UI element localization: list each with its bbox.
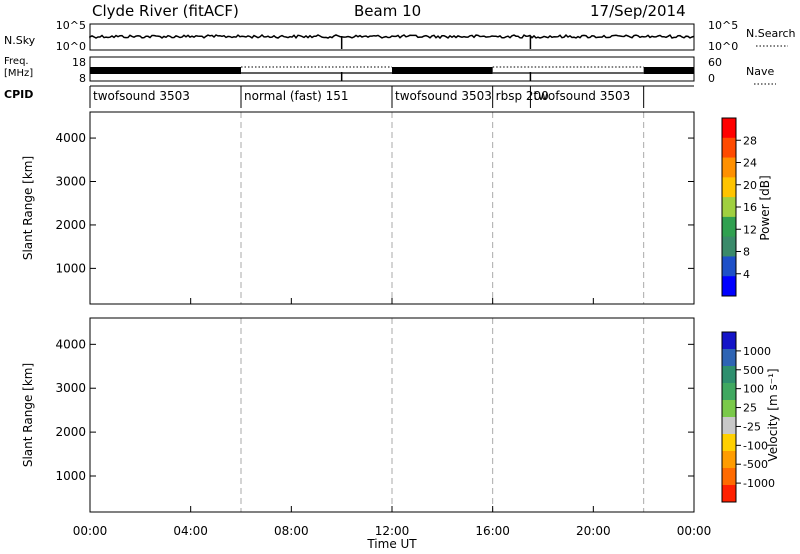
cpid-segment-label: twofsound 3503 xyxy=(533,89,630,103)
nsky-label: N.Sky xyxy=(4,34,36,47)
nsearch-tick-top: 10^5 xyxy=(708,19,738,32)
y-tick-label: 1000 xyxy=(55,261,86,275)
cpid-segment-label: twofsound 3503 xyxy=(93,89,190,103)
nave-tick-top: 60 xyxy=(708,56,722,69)
nsky-trace xyxy=(89,33,695,40)
colorbar-tick-label: 12 xyxy=(743,223,757,236)
y-tick-label: 4000 xyxy=(55,131,86,145)
power-cbar-label: Power [dB] xyxy=(758,175,772,240)
colorbar-tick-label: 8 xyxy=(743,246,750,259)
nsearch-label: N.Search xyxy=(746,27,796,40)
power-ylabel: Slant Range [km] xyxy=(21,156,35,260)
freq-label: Freq. xyxy=(4,56,29,67)
nsearch-tick-bottom: 10^0 xyxy=(708,40,738,53)
freq-tick-bottom: 8 xyxy=(79,72,86,85)
colorbar-tick-label: 20 xyxy=(743,179,757,192)
y-tick-label: 3000 xyxy=(55,175,86,189)
colorbar-segment xyxy=(722,276,736,297)
freq-tick-top: 18 xyxy=(72,56,86,69)
cpid-segment-label: rbsp 200 xyxy=(496,89,549,103)
colorbar-tick-label: 24 xyxy=(743,157,757,170)
freq-band xyxy=(90,67,241,74)
power-panel: 1000 2000 3000 4000 Slant Range [km] 28 24 20… xyxy=(21,111,772,305)
colorbar-tick-label: 28 xyxy=(743,134,757,147)
freq-unit: [MHz] xyxy=(4,68,33,79)
nsky-tick-bottom: 10^0 xyxy=(56,40,86,53)
colorbar-segment xyxy=(722,216,736,238)
nave-tick-bottom: 0 xyxy=(708,72,715,85)
freq-band xyxy=(643,67,694,74)
colorbar-segment xyxy=(722,197,736,218)
cpid-segment-label: normal (fast) 151 xyxy=(244,89,348,103)
colorbar-tick-label: 4 xyxy=(743,268,750,281)
freq-band xyxy=(392,67,493,74)
colorbar-segment xyxy=(722,236,736,257)
cpid-label: CPID xyxy=(4,88,33,101)
colorbar-segment xyxy=(722,177,736,198)
colorbar-segment xyxy=(722,157,736,178)
cpid-strip: twofsound 3503 normal (fast) 151 twofsound… xyxy=(89,85,694,108)
colorbar-segment xyxy=(722,256,736,277)
nave-label: Nave xyxy=(746,65,774,78)
station-title: Clyde River (fitACF) xyxy=(92,2,239,20)
freq-trace xyxy=(90,66,694,81)
colorbar-tick-label: 16 xyxy=(743,201,757,214)
date-title: 17/Sep/2014 xyxy=(590,2,686,20)
cpid-segment-label: twofsound 3503 xyxy=(395,89,492,103)
y-tick-label: 2000 xyxy=(55,218,86,232)
nsky-tick-top: 10^5 xyxy=(56,19,86,32)
beam-title: Beam 10 xyxy=(354,2,421,20)
colorbar-segment xyxy=(722,137,736,158)
colorbar-segment xyxy=(722,118,736,139)
